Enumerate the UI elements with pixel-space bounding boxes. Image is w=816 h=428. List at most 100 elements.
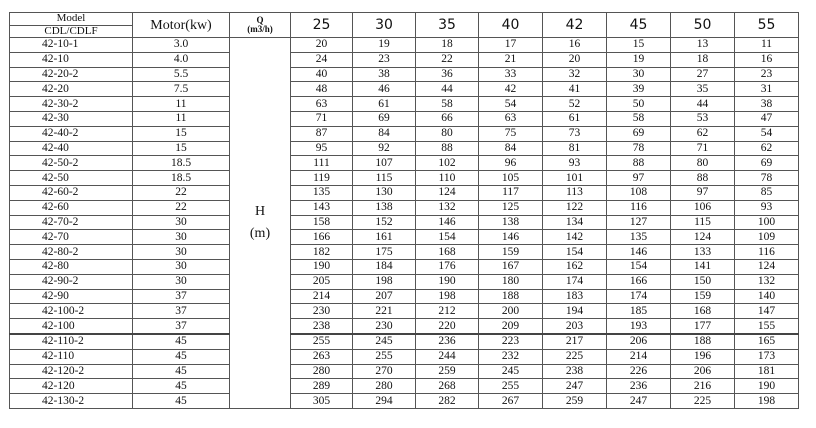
table-row: 42-40 15 95 92 88 84 81 78 71 62 xyxy=(9,140,799,157)
head-value-cell: 80 xyxy=(415,125,479,142)
head-value-cell: 69 xyxy=(606,125,671,142)
table-row: 42-80 30 190 184 176 167 162 154 141 124 xyxy=(9,258,799,275)
motor-cell: 22 xyxy=(132,184,230,201)
table-row: 42-120 45 289 280 268 255 247 236 216 190 xyxy=(9,378,799,395)
head-value-cell: 174 xyxy=(542,273,607,290)
head-value-cell: 168 xyxy=(415,244,479,260)
motor-header: Motor(kw) xyxy=(132,12,230,38)
head-value-cell: 159 xyxy=(478,244,543,260)
head-value-cell: 238 xyxy=(290,318,353,335)
head-value-cell: 173 xyxy=(734,348,799,365)
pump-performance-table: Model Motor(kw) Q (m3/h) 25 30 35 40 42 45 50 5… xyxy=(9,12,799,409)
head-value-cell: 305 xyxy=(290,393,353,409)
head-value-cell: 130 xyxy=(352,184,416,201)
motor-cell: 11 xyxy=(132,110,230,127)
head-value-cell: 180 xyxy=(478,273,543,290)
head-value-cell: 175 xyxy=(352,244,416,260)
head-value-cell: 92 xyxy=(352,140,416,157)
head-value-cell: 135 xyxy=(290,184,353,201)
head-value-cell: 247 xyxy=(542,378,607,395)
head-value-cell: 147 xyxy=(734,303,799,320)
head-value-cell: 106 xyxy=(670,199,735,216)
model-cell: 42-10-1 xyxy=(9,37,133,53)
head-value-cell: 294 xyxy=(352,393,416,409)
head-value-cell: 146 xyxy=(478,229,543,246)
head-value-cell: 230 xyxy=(290,303,353,320)
head-value-cell: 23 xyxy=(734,66,799,83)
table-row: 42-80-2 30 182 175 168 159 154 146 133 116 xyxy=(9,244,799,260)
model-cell: 42-50 xyxy=(9,170,133,186)
head-value-cell: 27 xyxy=(670,66,735,83)
flow-rate-header: 42 xyxy=(542,12,607,38)
head-value-cell: 71 xyxy=(670,140,735,157)
motor-cell: 45 xyxy=(132,378,230,395)
q-label: Q xyxy=(256,15,264,25)
head-value-cell: 115 xyxy=(352,170,416,186)
table-row: 42-70-2 30 158 152 146 138 134 127 115 100 xyxy=(9,214,799,231)
model-sub-header: CDL/CDLF xyxy=(9,24,133,38)
head-value-cell: 188 xyxy=(478,288,543,305)
motor-cell: 30 xyxy=(132,244,230,260)
motor-cell: 45 xyxy=(132,393,230,409)
head-value-cell: 69 xyxy=(734,155,799,172)
head-value-cell: 193 xyxy=(606,318,671,335)
head-value-cell: 167 xyxy=(478,258,543,275)
head-value-cell: 38 xyxy=(734,96,799,112)
model-cell: 42-60-2 xyxy=(9,184,133,201)
model-cell: 42-110 xyxy=(9,348,133,365)
head-value-cell: 63 xyxy=(290,96,353,112)
head-value-cell: 97 xyxy=(606,170,671,186)
head-value-cell: 255 xyxy=(478,378,543,395)
head-value-cell: 236 xyxy=(415,332,479,350)
head-value-cell: 200 xyxy=(478,303,543,320)
head-value-cell: 116 xyxy=(606,199,671,216)
model-cell: 42-80-2 xyxy=(9,244,133,260)
motor-cell: 4.0 xyxy=(132,51,230,68)
table-row: 42-30 11 71 69 66 63 61 58 53 47 xyxy=(9,110,799,127)
motor-cell: 11 xyxy=(132,96,230,112)
head-value-cell: 16 xyxy=(542,37,607,53)
head-value-cell: 205 xyxy=(290,273,353,290)
head-value-cell: 259 xyxy=(542,393,607,409)
head-value-cell: 225 xyxy=(670,393,735,409)
head-value-cell: 143 xyxy=(290,199,353,216)
head-value-cell: 255 xyxy=(290,332,353,350)
table-row: 42-110-2 45 255 245 236 223 217 206 188 165 xyxy=(9,332,799,350)
head-value-cell: 223 xyxy=(478,332,543,350)
head-value-cell: 61 xyxy=(352,96,416,112)
head-value-cell: 18 xyxy=(415,37,479,53)
head-value-cell: 245 xyxy=(478,363,543,380)
head-value-cell: 221 xyxy=(352,303,416,320)
table-row: 42-50-2 18.5 111 107 102 96 93 88 80 69 xyxy=(9,155,799,172)
head-value-cell: 212 xyxy=(415,303,479,320)
flow-rate-header: 55 xyxy=(734,12,799,38)
head-value-cell: 247 xyxy=(606,393,671,409)
head-value-cell: 96 xyxy=(478,155,543,172)
head-value-cell: 73 xyxy=(542,125,607,142)
model-cell: 42-100 xyxy=(9,318,133,335)
model-cell: 42-30-2 xyxy=(9,96,133,112)
flow-header: Q (m3/h) xyxy=(229,12,291,38)
head-value-cell: 54 xyxy=(734,125,799,142)
flow-rate-header: 40 xyxy=(478,12,543,38)
head-value-cell: 78 xyxy=(606,140,671,157)
head-value-cell: 152 xyxy=(352,214,416,231)
head-value-cell: 20 xyxy=(290,37,353,53)
head-value-cell: 87 xyxy=(290,125,353,142)
flow-rate-header: 30 xyxy=(352,12,416,38)
head-value-cell: 268 xyxy=(415,378,479,395)
head-value-cell: 188 xyxy=(670,332,735,350)
motor-cell: 37 xyxy=(132,318,230,335)
head-value-cell: 150 xyxy=(670,273,735,290)
head-value-cell: 154 xyxy=(542,244,607,260)
head-value-cell: 52 xyxy=(542,96,607,112)
table-row: 42-70 30 166 161 154 146 142 135 124 109 xyxy=(9,229,799,246)
table-row: 42-10-1 3.0 H (m) 20 19 18 17 16 15 13 11 xyxy=(9,37,799,409)
head-value-cell: 11 xyxy=(734,37,799,53)
head-value-cell: 97 xyxy=(670,184,735,201)
head-value-cell: 109 xyxy=(734,229,799,246)
model-cell: 42-120 xyxy=(9,378,133,395)
head-value-cell: 39 xyxy=(606,81,671,98)
motor-cell: 7.5 xyxy=(132,81,230,98)
q-unit: (m3/h) xyxy=(247,24,273,34)
